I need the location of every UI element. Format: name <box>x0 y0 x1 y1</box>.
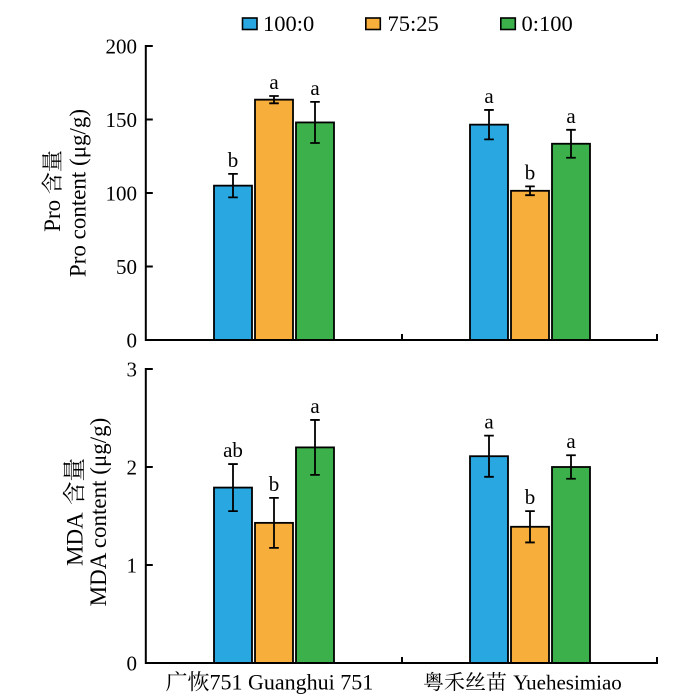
svg-text:2: 2 <box>127 455 138 479</box>
svg-text:Pro: Pro <box>40 200 65 232</box>
svg-text:a: a <box>484 84 494 108</box>
svg-text:b: b <box>228 148 239 172</box>
svg-text:a: a <box>310 76 320 100</box>
svg-text:a: a <box>566 104 576 128</box>
svg-text:a: a <box>566 429 576 453</box>
svg-text:100:0: 100:0 <box>263 11 314 36</box>
svg-text:100: 100 <box>106 181 138 205</box>
svg-text:3: 3 <box>127 357 138 381</box>
svg-text:b: b <box>525 160 536 184</box>
svg-text:MDA content (μg/g): MDA content (μg/g) <box>86 418 111 607</box>
svg-text:0: 0 <box>127 328 138 352</box>
svg-text:a: a <box>310 394 320 418</box>
svg-text:MDA: MDA <box>63 512 88 566</box>
svg-text:1: 1 <box>127 553 138 577</box>
svg-text:150: 150 <box>106 108 138 132</box>
svg-text:ab: ab <box>223 438 243 462</box>
svg-text:75:25: 75:25 <box>388 11 439 36</box>
svg-text:0:100: 0:100 <box>522 11 573 36</box>
svg-text:b: b <box>525 485 536 509</box>
svg-text:200: 200 <box>106 34 138 58</box>
svg-text:Pro content (μg/g): Pro content (μg/g) <box>66 109 91 277</box>
svg-text:751 Guanghui 751: 751 Guanghui 751 <box>210 670 374 695</box>
svg-text:50: 50 <box>116 255 137 279</box>
svg-text:a: a <box>269 70 279 94</box>
svg-text:b: b <box>269 472 280 496</box>
svg-text:a: a <box>484 410 494 434</box>
svg-text:0: 0 <box>127 651 138 675</box>
svg-text:Yuehesimiao: Yuehesimiao <box>513 671 621 695</box>
